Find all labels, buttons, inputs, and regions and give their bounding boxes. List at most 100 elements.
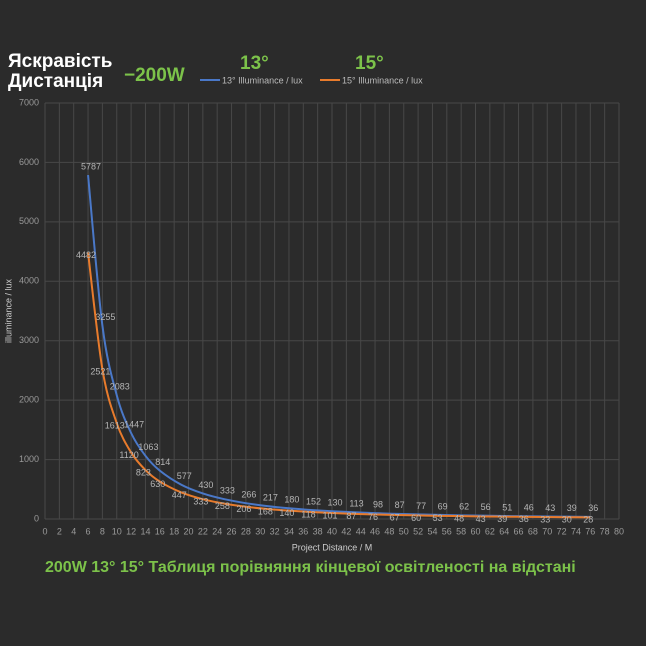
x-tick-label: 38: [313, 526, 323, 536]
x-tick-label: 48: [384, 526, 394, 536]
y-tick-label: 3000: [19, 335, 39, 345]
x-tick-label: 80: [614, 526, 624, 536]
value-label: 60: [411, 513, 421, 523]
value-label: 30: [562, 515, 572, 525]
title-line: Яскравість: [8, 51, 112, 72]
value-label: 1063: [138, 442, 158, 452]
value-label: 39: [497, 514, 507, 524]
y-tick-label: 6000: [19, 157, 39, 167]
y-tick-label: 5000: [19, 216, 39, 226]
value-label: 1120: [119, 450, 138, 460]
legend-label: 13° Illuminance / lux: [222, 75, 303, 85]
x-tick-label: 60: [470, 526, 480, 536]
value-label: 28: [583, 515, 593, 525]
value-label: 43: [476, 514, 486, 524]
value-label: 1613: [105, 421, 125, 431]
x-tick-label: 52: [413, 526, 423, 536]
x-tick-label: 4: [71, 526, 76, 536]
x-tick-label: 42: [341, 526, 351, 536]
value-label: 140: [279, 508, 294, 518]
value-label: 87: [395, 500, 405, 510]
y-tick-label: 4000: [19, 276, 39, 286]
x-tick-label: 30: [255, 526, 265, 536]
value-label: 630: [150, 479, 165, 489]
x-tick-label: 50: [399, 526, 409, 536]
value-label: 130: [327, 498, 342, 508]
value-label: 5787: [81, 161, 101, 171]
value-label: 87: [347, 511, 357, 521]
value-label: 113: [349, 499, 363, 509]
value-label: 4482: [76, 250, 96, 260]
value-label: 152: [306, 496, 321, 506]
value-label: 206: [236, 504, 251, 514]
x-tick-label: 32: [270, 526, 280, 536]
value-label: 1447: [124, 419, 144, 429]
title-line: Дистанція: [8, 71, 103, 92]
value-label: 43: [545, 503, 555, 513]
value-label: 56: [481, 502, 491, 512]
x-tick-label: 44: [356, 526, 366, 536]
x-tick-label: 18: [169, 526, 179, 536]
value-label: 76: [368, 512, 378, 522]
value-label: 577: [177, 471, 192, 481]
value-label: 118: [301, 509, 315, 519]
value-label: 51: [502, 502, 512, 512]
value-label: 36: [588, 503, 598, 513]
value-label: 2521: [90, 367, 110, 377]
x-tick-label: 0: [42, 526, 47, 536]
x-tick-label: 16: [155, 526, 165, 536]
value-label: 447: [172, 490, 187, 500]
x-tick-label: 72: [557, 526, 567, 536]
x-tick-label: 28: [241, 526, 251, 536]
x-tick-label: 36: [298, 526, 308, 536]
value-label: 98: [373, 500, 383, 510]
value-label: 69: [438, 501, 448, 511]
value-label: 101: [322, 510, 337, 520]
value-label: 180: [284, 495, 299, 505]
x-tick-label: 26: [227, 526, 237, 536]
value-label: 168: [258, 506, 273, 516]
legend-label: 15° Illuminance / lux: [342, 75, 423, 85]
x-tick-label: 40: [327, 526, 337, 536]
value-label: 333: [193, 497, 208, 507]
value-label: 2083: [110, 382, 130, 392]
value-label: 39: [567, 503, 577, 513]
angle-label: 13°: [240, 53, 269, 74]
x-tick-label: 8: [100, 526, 105, 536]
value-label: 67: [390, 512, 400, 522]
y-tick-label: 2000: [19, 395, 39, 405]
x-tick-label: 14: [140, 526, 150, 536]
x-tick-label: 2: [57, 526, 62, 536]
x-tick-label: 66: [514, 526, 524, 536]
x-tick-label: 20: [183, 526, 193, 536]
value-label: 3255: [95, 312, 115, 322]
value-label: 430: [198, 480, 213, 490]
value-label: 823: [136, 467, 151, 477]
x-tick-label: 34: [284, 526, 294, 536]
series-line: [87, 252, 591, 519]
power-label: −200W: [124, 65, 185, 86]
x-tick-label: 6: [86, 526, 91, 536]
value-label: 48: [454, 514, 464, 524]
x-tick-label: 76: [585, 526, 595, 536]
value-label: 814: [155, 457, 170, 467]
y-axis-label: illuminance / lux: [3, 278, 13, 343]
x-tick-label: 24: [212, 526, 222, 536]
x-tick-label: 78: [600, 526, 610, 536]
value-label: 77: [416, 501, 426, 511]
value-label: 266: [241, 490, 256, 500]
caption: 200W 13° 15° Таблиця порівняння кінцевої…: [45, 559, 576, 576]
x-tick-label: 10: [112, 526, 122, 536]
x-axis-label: Project Distance / M: [292, 542, 373, 552]
x-tick-label: 68: [528, 526, 538, 536]
value-label: 46: [524, 503, 534, 513]
x-tick-label: 64: [499, 526, 509, 536]
x-tick-label: 54: [427, 526, 437, 536]
value-label: 258: [215, 501, 230, 511]
x-tick-label: 74: [571, 526, 581, 536]
y-tick-label: 7000: [19, 97, 39, 107]
x-tick-label: 22: [198, 526, 208, 536]
y-tick-label: 0: [34, 513, 39, 523]
x-tick-label: 12: [126, 526, 136, 536]
